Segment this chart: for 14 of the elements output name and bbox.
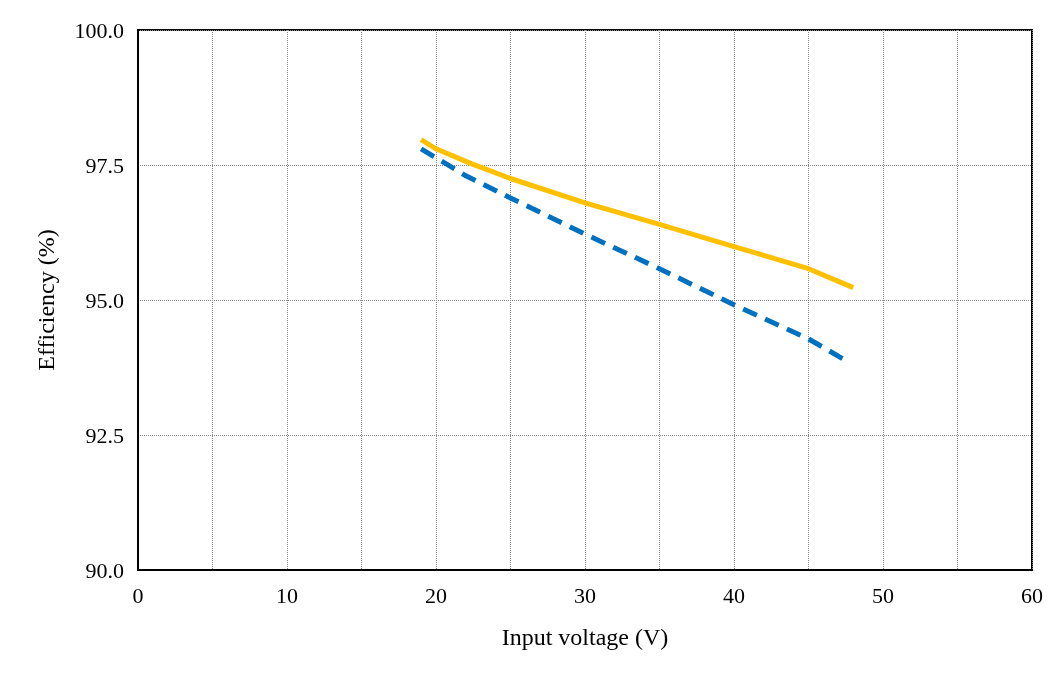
y-tick-label: 95.0 bbox=[85, 287, 124, 313]
y-axis-title: Efficiency (%) bbox=[33, 229, 59, 371]
x-tick-label: 20 bbox=[425, 582, 447, 608]
x-tick-label: 30 bbox=[574, 582, 596, 608]
y-tick-label: 100.0 bbox=[74, 17, 124, 43]
y-tick-label: 90.0 bbox=[85, 557, 124, 583]
x-axis-title: Input voltage (V) bbox=[501, 624, 669, 650]
y-tick-label: 97.5 bbox=[85, 152, 124, 178]
x-tick-label: 50 bbox=[872, 582, 894, 608]
x-tick-label: 40 bbox=[723, 582, 745, 608]
x-tick-label: 60 bbox=[1021, 582, 1043, 608]
x-tick-label: 0 bbox=[132, 582, 144, 608]
x-tick-label: 10 bbox=[276, 582, 298, 608]
y-tick-label: 92.5 bbox=[85, 422, 124, 448]
